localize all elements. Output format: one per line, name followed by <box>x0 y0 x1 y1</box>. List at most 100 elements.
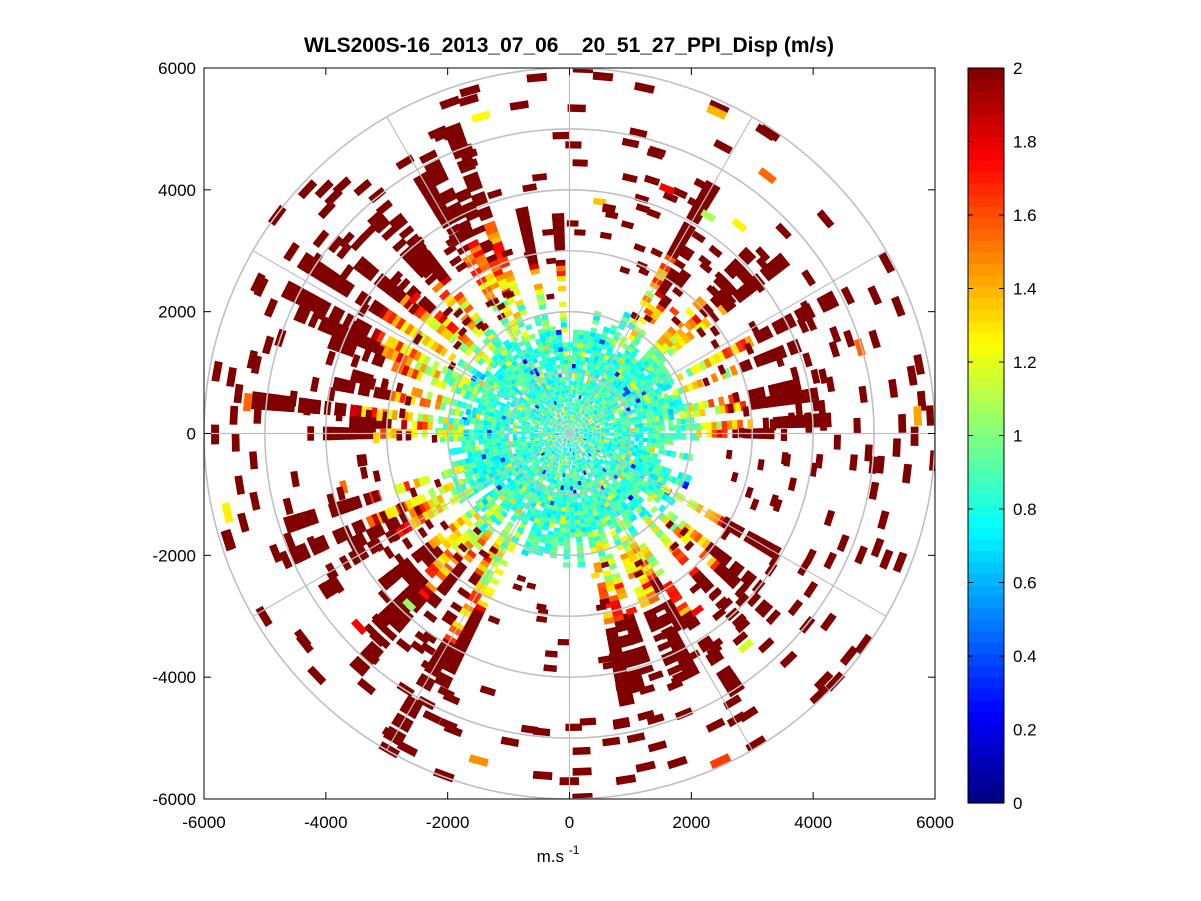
data-cell <box>494 454 501 461</box>
data-cell <box>587 339 594 346</box>
data-cell <box>584 413 589 417</box>
data-cell <box>577 476 581 482</box>
colorbar-step <box>968 492 1004 505</box>
data-cell <box>562 472 566 478</box>
data-cell <box>550 449 555 454</box>
data-cell <box>570 410 572 415</box>
data-cell <box>568 423 569 428</box>
data-cell <box>535 411 540 415</box>
data-cell <box>579 429 584 431</box>
data-cell <box>572 415 575 420</box>
data-cell <box>675 424 681 431</box>
data-cell <box>492 335 501 344</box>
data-cell <box>582 396 586 401</box>
data-cell <box>543 407 549 412</box>
data-cell <box>553 423 558 426</box>
data-cell <box>575 422 579 426</box>
data-cell <box>572 159 588 167</box>
data-cell <box>576 403 580 408</box>
data-cell <box>577 467 581 473</box>
data-cell <box>555 434 560 436</box>
data-cell <box>577 480 582 486</box>
data-cell <box>593 354 600 361</box>
data-cell <box>555 400 559 405</box>
data-cell <box>564 528 571 534</box>
data-cell <box>642 437 648 443</box>
data-cell <box>613 402 619 407</box>
data-cell <box>560 412 563 417</box>
data-cell <box>542 408 547 413</box>
data-cell <box>559 440 563 444</box>
data-cell <box>543 440 548 443</box>
data-cell <box>565 419 567 424</box>
data-cell <box>525 450 530 455</box>
colorbar-step <box>968 630 1004 643</box>
data-cell <box>539 439 544 443</box>
data-cell <box>569 469 572 474</box>
data-cell <box>522 420 527 425</box>
data-cell <box>528 391 534 397</box>
data-cell <box>557 386 562 391</box>
data-cell <box>502 452 509 458</box>
data-cell <box>558 301 567 308</box>
data-cell <box>645 380 652 388</box>
data-cell <box>596 389 602 395</box>
data-cell <box>608 424 614 428</box>
data-cell <box>575 532 582 538</box>
data-cell <box>416 421 423 430</box>
data-cell <box>561 416 564 421</box>
data-cell <box>604 425 609 429</box>
data-cell <box>532 770 553 781</box>
data-cell <box>573 426 577 430</box>
data-cell <box>573 426 577 430</box>
data-cell <box>540 393 546 398</box>
data-cell <box>563 420 566 425</box>
colorbar-step <box>968 366 1004 379</box>
data-cell <box>517 425 522 429</box>
data-cell <box>613 426 618 430</box>
data-cell <box>530 459 536 465</box>
data-cell <box>555 404 559 410</box>
data-cell <box>557 444 561 448</box>
data-cell <box>453 418 460 425</box>
data-cell <box>514 445 520 450</box>
data-cell <box>546 430 551 432</box>
data-cell <box>526 442 532 447</box>
data-cell <box>545 499 551 505</box>
data-cell <box>533 406 538 411</box>
data-cell <box>553 416 557 421</box>
data-cell <box>541 418 546 423</box>
data-cell <box>555 377 560 383</box>
data-cell <box>521 436 526 440</box>
data-cell <box>563 447 566 452</box>
data-cell <box>590 422 595 426</box>
data-cell <box>503 366 511 374</box>
data-cell <box>571 443 574 448</box>
data-cell <box>552 424 557 428</box>
data-cell <box>569 473 573 478</box>
data-cell <box>590 395 595 401</box>
data-cell <box>560 363 565 369</box>
y-tick-label: 2000 <box>158 303 196 322</box>
data-cell <box>578 334 585 340</box>
data-cell <box>565 515 571 521</box>
colorbar-step <box>968 194 1004 207</box>
data-cell <box>560 429 564 432</box>
data-cell <box>605 392 611 398</box>
data-cell <box>539 473 545 479</box>
data-cell <box>558 408 562 413</box>
data-cell <box>587 389 592 395</box>
data-cell <box>546 446 551 450</box>
data-cell <box>535 420 541 424</box>
data-cell <box>560 407 563 412</box>
data-cell <box>575 389 579 395</box>
data-cell <box>557 472 561 477</box>
data-cell <box>547 428 552 431</box>
data-cell <box>534 371 540 377</box>
data-cell <box>596 429 601 432</box>
data-cell <box>545 353 551 359</box>
data-cell <box>655 366 664 374</box>
data-cell <box>469 434 475 441</box>
data-cell <box>571 424 573 428</box>
data-cell <box>587 416 592 420</box>
